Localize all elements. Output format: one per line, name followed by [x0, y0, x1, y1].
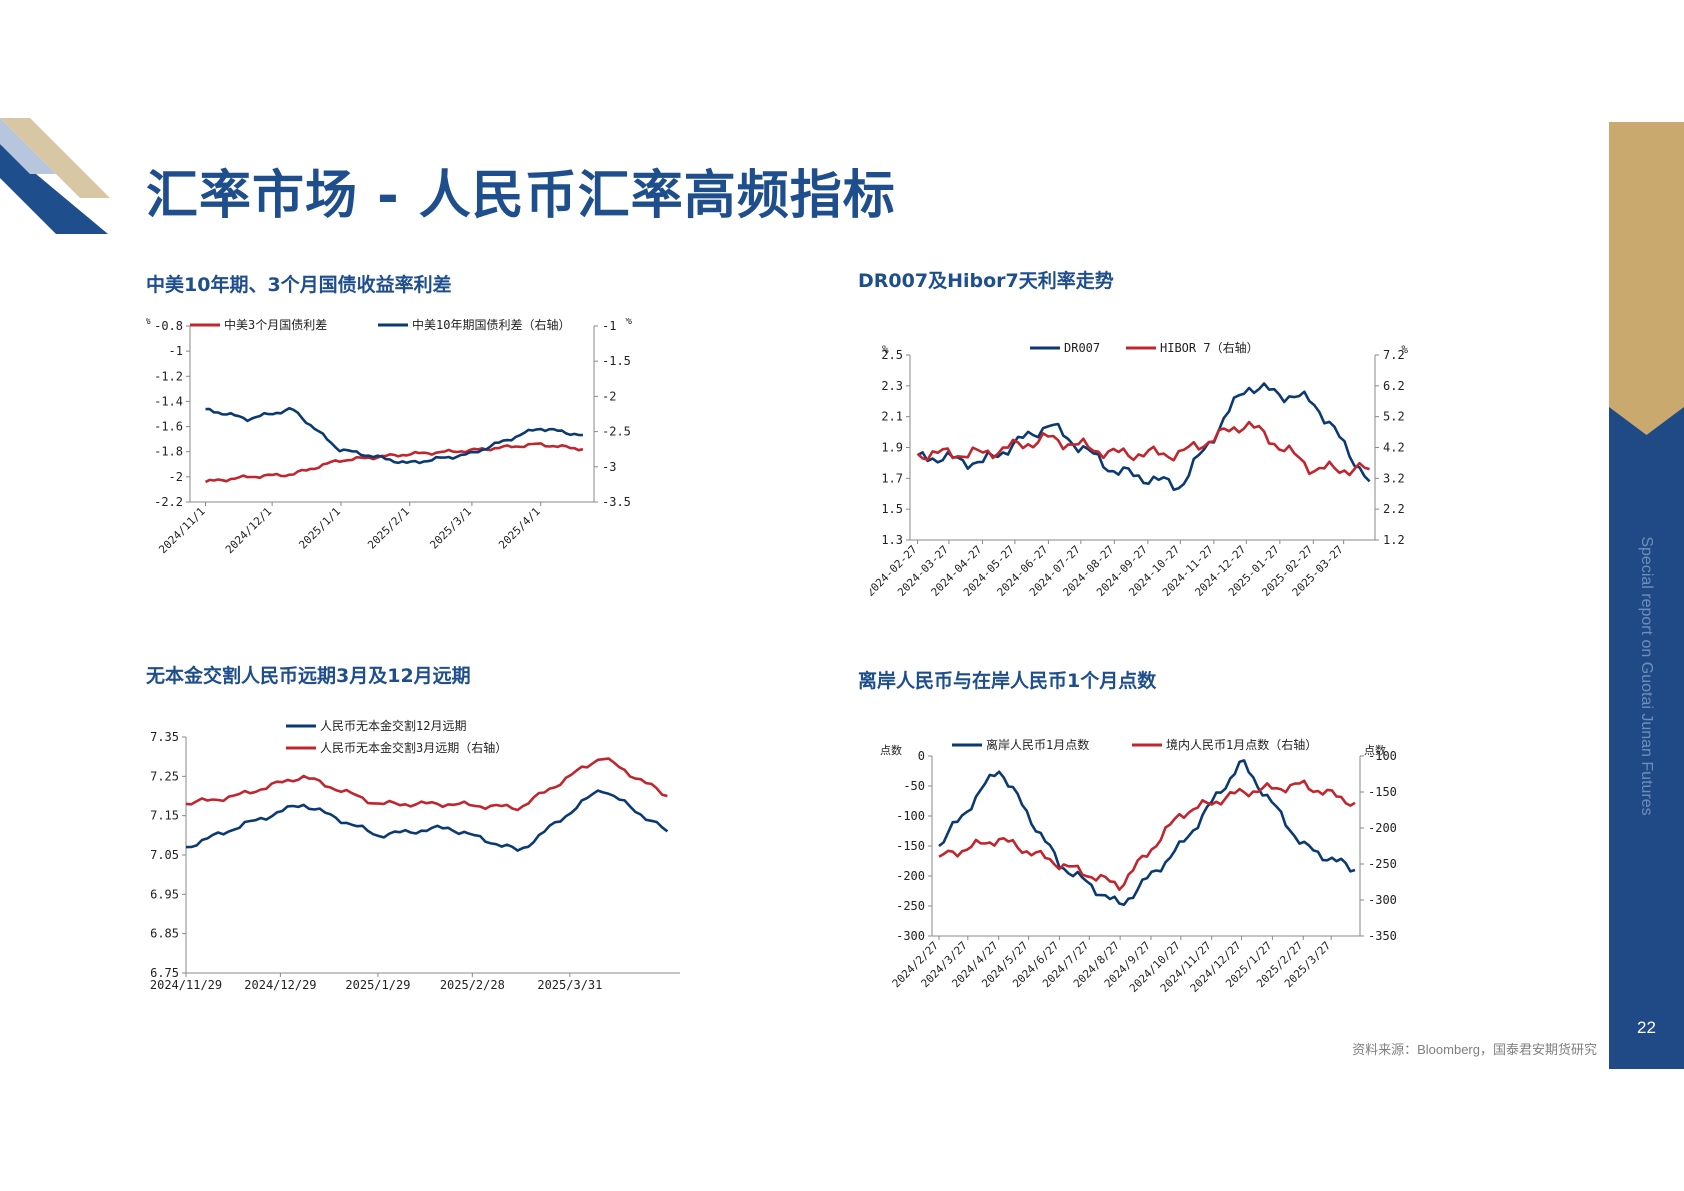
y-unit-right: %	[1401, 343, 1408, 356]
y-tick-label-right: -350	[1368, 929, 1397, 943]
side-label: Special report on Guotai Junan Futures	[1638, 536, 1655, 816]
y-tick-label-left: 7.35	[150, 730, 179, 744]
legend-label: HIBOR 7（右轴）	[1160, 340, 1259, 355]
y-tick-label-right: 4.2	[1383, 441, 1405, 455]
chart-title-points: 离岸人民币与在岸人民币1个月点数	[858, 670, 1157, 692]
x-tick-label: 2024/11/1	[156, 505, 207, 556]
chart-title-dr007: DR007及Hibor7天利率走势	[858, 270, 1114, 292]
chart-panel-dr007: 2.5 2.3 2.1 1.9 1.7 1.5 1.3 7.2 6.2 5.2 4.2 3.2 2.2 1…	[870, 325, 1420, 625]
y-tick-label-right: -250	[1368, 857, 1397, 871]
y-tick-label-left: -250	[896, 899, 925, 913]
y-tick-label-left: -150	[896, 839, 925, 853]
corner-decoration	[0, 118, 110, 234]
x-tick-label: 2025/3/31	[537, 978, 602, 992]
x-tick-label: 2025/1/1	[296, 505, 343, 552]
chart-title-ndf: 无本金交割人民币远期3月及12月远期	[146, 665, 471, 687]
legend-label: 境内人民币1月点数（右轴）	[1166, 737, 1317, 752]
y-tick-label-left: -50	[903, 779, 925, 793]
y-tick-label-left: 2.5	[881, 348, 903, 362]
y-tick-label-left: -1.4	[154, 394, 183, 408]
y-tick-label-left: 2.3	[881, 379, 903, 393]
sidebar	[1609, 122, 1684, 1069]
y-tick-label-left: 7.25	[150, 769, 179, 783]
series-line-0	[938, 759, 1356, 907]
y-tick-label-right: -1	[602, 319, 616, 333]
x-tick-label: 2025/2/1	[365, 505, 412, 552]
y-tick-label-left: 2.1	[881, 410, 903, 424]
chart-panel-points: 0 -50 -100 -150 -200 -250 -300 -100 -150 -200 -250…	[870, 720, 1430, 1020]
x-tick-label: 2025/4/1	[496, 505, 543, 552]
x-tick-label: 2024/12/29	[244, 978, 316, 992]
y-tick-label-right: 7.2	[1383, 348, 1405, 362]
series-line-1	[916, 420, 1370, 477]
chart-panel-ndf: 7.35 7.25 7.15 7.05 6.95 6.85 6.75 2024/11/29 20…	[146, 705, 686, 1005]
y-unit-right: %	[625, 318, 632, 327]
y-tick-label-left: -1.6	[154, 420, 183, 434]
chart-swap-points: 0 -50 -100 -150 -200 -250 -300 -100 -150 -200 -250…	[880, 737, 1397, 995]
series-line-0	[204, 442, 584, 484]
y-tick-label-left: 1.3	[881, 533, 903, 547]
y-tick-label-left: -200	[896, 869, 925, 883]
x-tick-label: 2025/2/28	[440, 978, 505, 992]
y-tick-label-right: -300	[1368, 893, 1397, 907]
y-tick-label-left: 1.7	[881, 471, 903, 485]
y-unit-left: %	[882, 343, 889, 356]
x-tick-label: 2024/12/1	[223, 505, 274, 556]
y-tick-label-right: -150	[1368, 785, 1397, 799]
legend-label: 中美3个月国债利差	[224, 318, 327, 332]
legend-label: 人民币无本金交割12月远期	[320, 718, 466, 733]
y-tick-label-left: 1.5	[881, 502, 903, 516]
y-tick-label-left: 0	[918, 749, 925, 763]
y-tick-label-left: 1.9	[881, 441, 903, 455]
y-tick-label-right: -3	[602, 460, 616, 474]
y-tick-label-right: -200	[1368, 821, 1397, 835]
page-number: 22	[1637, 1018, 1656, 1037]
y-tick-label-left: 6.95	[150, 887, 179, 901]
y-tick-label-right: 6.2	[1383, 379, 1405, 393]
y-tick-label-left: -1	[169, 344, 183, 358]
x-tick-label: 2025/3/1	[427, 505, 474, 552]
legend-label: 中美10年期国债利差（右轴）	[412, 318, 570, 332]
series-line-0	[916, 382, 1371, 491]
y-tick-label-left: -1.2	[154, 369, 183, 383]
y-tick-label-left: -1.8	[154, 445, 183, 459]
y-tick-label-right: 2.2	[1383, 502, 1405, 516]
y-unit-left: 点数	[880, 744, 902, 757]
chart-spread: -0.8 -1 -1.2 -1.4 -1.6 -1.8 -2 -2.2 -1 -1.5 -2 -2.5…	[146, 318, 632, 556]
series-line-1	[185, 757, 668, 812]
y-tick-label-left: 6.85	[150, 927, 179, 941]
y-tick-label-left: -0.8	[154, 319, 183, 333]
chart-panel-spread: -0.8 -1 -1.2 -1.4 -1.6 -1.8 -2 -2.2 -1 -1.5 -2 -2.5…	[146, 318, 686, 608]
y-tick-label-right: -3.5	[602, 495, 631, 509]
x-tick-label: 2025/1/29	[345, 978, 410, 992]
page-title: 汇率市场 - 人民币汇率高频指标	[146, 166, 896, 226]
y-tick-label-right: -100	[1368, 749, 1397, 763]
legend-label: DR007	[1064, 341, 1100, 355]
chart-title-spread: 中美10年期、3个月国债收益率利差	[146, 274, 452, 296]
chart-dr007-hibor: 2.5 2.3 2.1 1.9 1.7 1.5 1.3 7.2 6.2 5.2 4.2 3.2 2.2 1…	[870, 340, 1408, 599]
y-tick-label-right: 3.2	[1383, 471, 1405, 485]
source-note: 资料来源：Bloomberg，国泰君安期货研究	[1352, 1042, 1597, 1057]
y-unit-right: 点数	[1364, 744, 1386, 757]
legend-label: 离岸人民币1月点数	[986, 737, 1089, 752]
y-tick-label-left: 6.75	[150, 966, 179, 980]
y-tick-label-left: -2.2	[154, 495, 183, 509]
y-unit-left: %	[146, 318, 151, 327]
y-tick-label-right: 5.2	[1383, 410, 1405, 424]
y-tick-label-right: -2	[602, 389, 616, 403]
y-tick-label-left: -100	[896, 809, 925, 823]
y-tick-label-left: 7.05	[150, 848, 179, 862]
y-tick-label-right: 1.2	[1383, 533, 1405, 547]
y-tick-label-left: -300	[896, 929, 925, 943]
x-tick-label: 2024/11/29	[150, 978, 222, 992]
series-line-0	[185, 789, 669, 852]
series-line-1	[938, 779, 1356, 891]
legend-label: 人民币无本金交割3月远期（右轴）	[320, 740, 507, 755]
y-tick-label-left: -2	[169, 470, 183, 484]
y-tick-label-left: 7.15	[150, 809, 179, 823]
y-tick-label-right: -1.5	[602, 354, 631, 368]
y-tick-label-right: -2.5	[602, 425, 631, 439]
series-line-1	[205, 406, 583, 465]
